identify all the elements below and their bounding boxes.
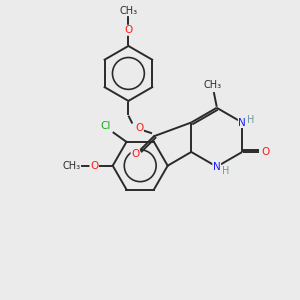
- Text: O: O: [90, 161, 98, 171]
- Text: O: O: [124, 25, 133, 35]
- Text: N: N: [213, 162, 220, 172]
- Text: O: O: [135, 123, 143, 134]
- Text: N: N: [238, 118, 246, 128]
- Text: CH₃: CH₃: [119, 6, 137, 16]
- Text: O: O: [131, 149, 140, 159]
- Text: H: H: [248, 115, 255, 124]
- Text: CH₃: CH₃: [204, 80, 222, 90]
- Text: O: O: [262, 147, 270, 157]
- Text: H: H: [222, 166, 229, 176]
- Text: CH₃: CH₃: [62, 161, 81, 171]
- Text: Cl: Cl: [101, 121, 111, 131]
